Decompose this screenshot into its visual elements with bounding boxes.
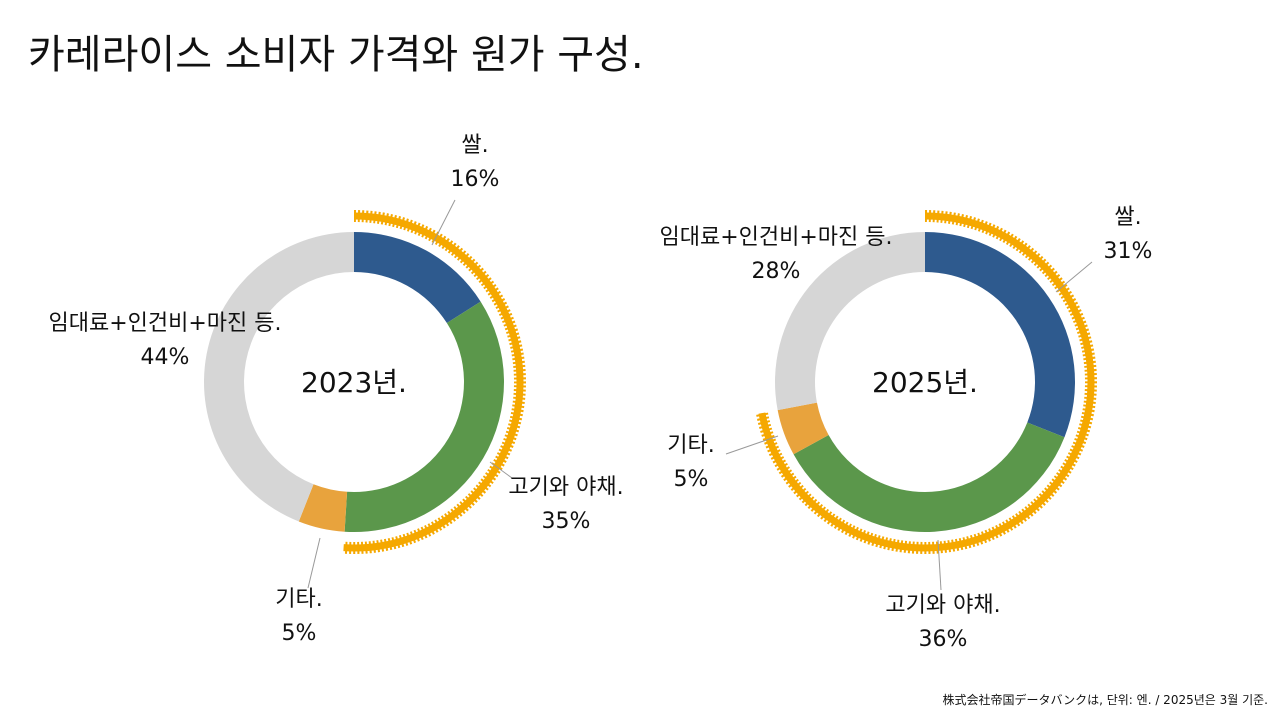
slice-value-rent: 28%	[752, 259, 801, 284]
footnote: 株式会社帝国データバンクは, 단위: 엔. / 2025년은 3월 기준.	[942, 693, 1268, 707]
slice-label-rent: 임대료+인건비+마진 등.	[48, 311, 281, 336]
highlight-arc	[758, 212, 1095, 552]
slice-value-rice: 31%	[1104, 239, 1153, 264]
leader-line-meat	[937, 539, 942, 591]
leader-line-other	[307, 537, 321, 589]
slice-label-rice: 쌀.	[1114, 205, 1141, 230]
slice-value-meat: 35%	[542, 509, 591, 534]
slice-value-other: 5%	[282, 621, 317, 646]
slice-label-other: 기타.	[275, 587, 322, 612]
donut-chart-2023: 2023년. 쌀. 16% 고기와 야채. 35% 기타. 5% 임대료+인건비+마진 등. 4…	[48, 133, 623, 646]
slice-value-meat: 36%	[919, 627, 968, 652]
slice-rice	[354, 232, 481, 324]
donut-chart-2025: 2025년. 쌀. 31% 고기와 야채. 36% 기타. 5% 임대료+인건비+마진 등. 2…	[659, 205, 1152, 652]
slice-value-rice: 16%	[451, 167, 500, 192]
slice-other	[298, 484, 348, 532]
leader-line-rice	[431, 199, 456, 246]
leader-line-rice	[1055, 261, 1093, 293]
slice-label-rice: 쌀.	[461, 133, 488, 158]
page-title: 카레라이스 소비자 가격와 원가 구성.	[28, 32, 644, 78]
slice-label-rent: 임대료+인건비+마진 등.	[659, 225, 892, 250]
leader-line-meat	[489, 461, 513, 479]
slice-other	[777, 402, 829, 455]
slice-rent	[203, 232, 354, 522]
slice-value-rent: 44%	[141, 345, 190, 370]
center-label: 2023년.	[301, 366, 407, 399]
slice-rent	[775, 232, 925, 411]
slice-rice	[925, 232, 1076, 438]
slice-label-meat: 고기와 야채.	[508, 475, 623, 500]
highlight-arc	[343, 212, 524, 552]
slice-meat	[344, 301, 504, 532]
slice-value-other: 5%	[674, 467, 709, 492]
center-label: 2025년.	[872, 366, 978, 399]
slice-meat	[793, 422, 1065, 532]
slice-label-other: 기타.	[667, 433, 714, 458]
slice-label-meat: 고기와 야채.	[885, 593, 1000, 618]
leader-line-other	[725, 435, 779, 455]
